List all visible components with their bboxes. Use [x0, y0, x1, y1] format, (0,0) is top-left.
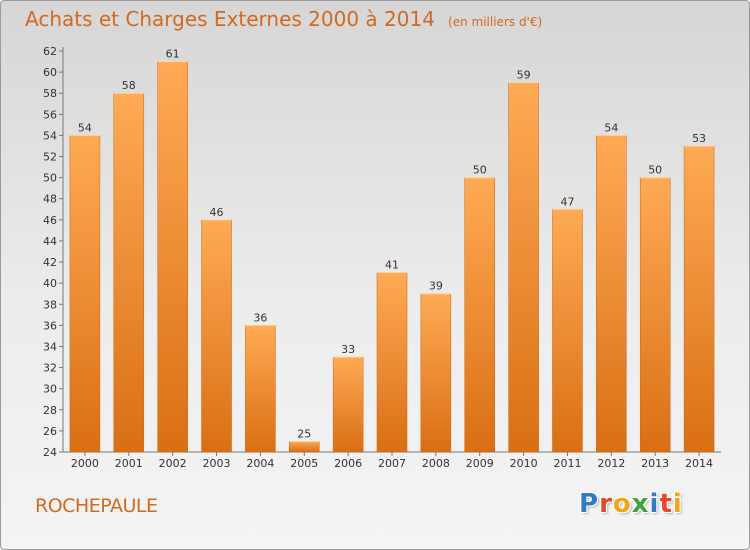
- bar: [289, 441, 320, 453]
- logo-letter: t: [659, 489, 673, 519]
- y-tick-label: 32: [43, 362, 57, 375]
- x-tick-label: 2014: [685, 457, 713, 470]
- y-tick-label: 62: [43, 45, 57, 58]
- y-tick-label: 52: [43, 151, 57, 164]
- x-tick-label: 2012: [597, 457, 625, 470]
- title-row: Achats et Charges Externes 2000 à 2014 (…: [25, 7, 542, 31]
- bar-value-label: 25: [297, 427, 311, 440]
- y-tick-label: 46: [43, 214, 57, 227]
- y-axis: 24 26 28 30 32 34 36 38 40 42 44 46 48 50 52 54 56 58 60 62: [43, 45, 64, 459]
- y-tick-label: 36: [43, 319, 57, 332]
- bar: [201, 219, 232, 453]
- bar-value-label: 36: [253, 311, 267, 324]
- bar-value-label: 58: [122, 79, 136, 92]
- bar: [420, 293, 452, 453]
- y-tick-label: 60: [43, 66, 57, 79]
- x-tick-label: 2001: [115, 457, 143, 470]
- bar: [376, 272, 408, 453]
- bar: [113, 92, 145, 453]
- bar-value-label: 53: [692, 132, 706, 145]
- x-tick-label: 2005: [290, 457, 318, 470]
- bar-value-label: 46: [210, 206, 224, 219]
- x-tick-label: 2007: [378, 457, 406, 470]
- x-tick-label: 2008: [422, 457, 450, 470]
- logo-letter: P: [579, 489, 600, 519]
- bar-value-label: 61: [166, 48, 180, 61]
- y-tick-label: 28: [43, 404, 57, 417]
- x-tick-label: 2009: [466, 457, 494, 470]
- bar-value-label: 59: [517, 69, 531, 82]
- y-tick-label: 34: [43, 340, 57, 353]
- bar: [69, 135, 101, 453]
- bar-value-label: 54: [604, 121, 618, 134]
- x-tick-label: 2011: [553, 457, 581, 470]
- y-tick-label: 40: [43, 277, 57, 290]
- y-tick-label: 26: [43, 425, 57, 438]
- bar-value-label: 50: [648, 164, 662, 177]
- bar-value-label: 54: [78, 121, 92, 134]
- logo-letter: i: [649, 489, 660, 519]
- x-tick-label: 2002: [159, 457, 187, 470]
- y-tick-label: 44: [43, 235, 57, 248]
- y-tick-label: 54: [43, 129, 57, 142]
- bar: [157, 61, 188, 453]
- x-tick-label: 2000: [71, 457, 99, 470]
- bar-value-label: 47: [560, 195, 574, 208]
- y-tick-label: 30: [43, 383, 57, 396]
- y-tick-label: 42: [43, 256, 57, 269]
- bars-group: 54 58 61 46 36 25 33 41 39 50 59 47 54 50 53: [69, 48, 715, 453]
- y-tick-label: 38: [43, 298, 57, 311]
- bar-value-label: 39: [429, 280, 443, 293]
- x-tick-label: 2010: [510, 457, 538, 470]
- y-tick-label: 48: [43, 193, 57, 206]
- chart-subtitle: (en milliers d'€): [448, 15, 543, 29]
- proxiti-logo: Proxiti: [579, 489, 683, 519]
- x-axis: 2000 2001 2002 2003 2004 2005 2006 2007 2008 2009…: [63, 451, 721, 470]
- y-tick-label: 24: [43, 446, 57, 459]
- bar: [245, 325, 276, 453]
- bar: [596, 135, 627, 453]
- chart-title: Achats et Charges Externes 2000 à 2014: [25, 7, 435, 31]
- bar: [508, 82, 539, 453]
- x-tick-label: 2006: [334, 457, 362, 470]
- x-tick-label: 2013: [641, 457, 669, 470]
- x-tick-label: 2004: [246, 457, 274, 470]
- bar: [639, 177, 671, 453]
- y-tick-label: 58: [43, 87, 57, 100]
- bar-value-label: 50: [473, 164, 487, 177]
- bar-value-label: 33: [341, 343, 355, 356]
- bar-value-label: 41: [385, 259, 399, 272]
- logo-letter: x: [631, 489, 650, 519]
- logo-letter: r: [599, 489, 613, 519]
- commune-name: ROCHEPAULE: [35, 495, 158, 517]
- y-tick-label: 56: [43, 108, 57, 121]
- bar: [332, 356, 364, 453]
- bar: [683, 145, 715, 453]
- y-tick-label: 50: [43, 172, 57, 185]
- logo-letter: o: [612, 489, 632, 519]
- logo-letter: i: [672, 489, 683, 519]
- bar: [464, 177, 495, 453]
- bar: [552, 209, 583, 453]
- x-tick-label: 2003: [203, 457, 231, 470]
